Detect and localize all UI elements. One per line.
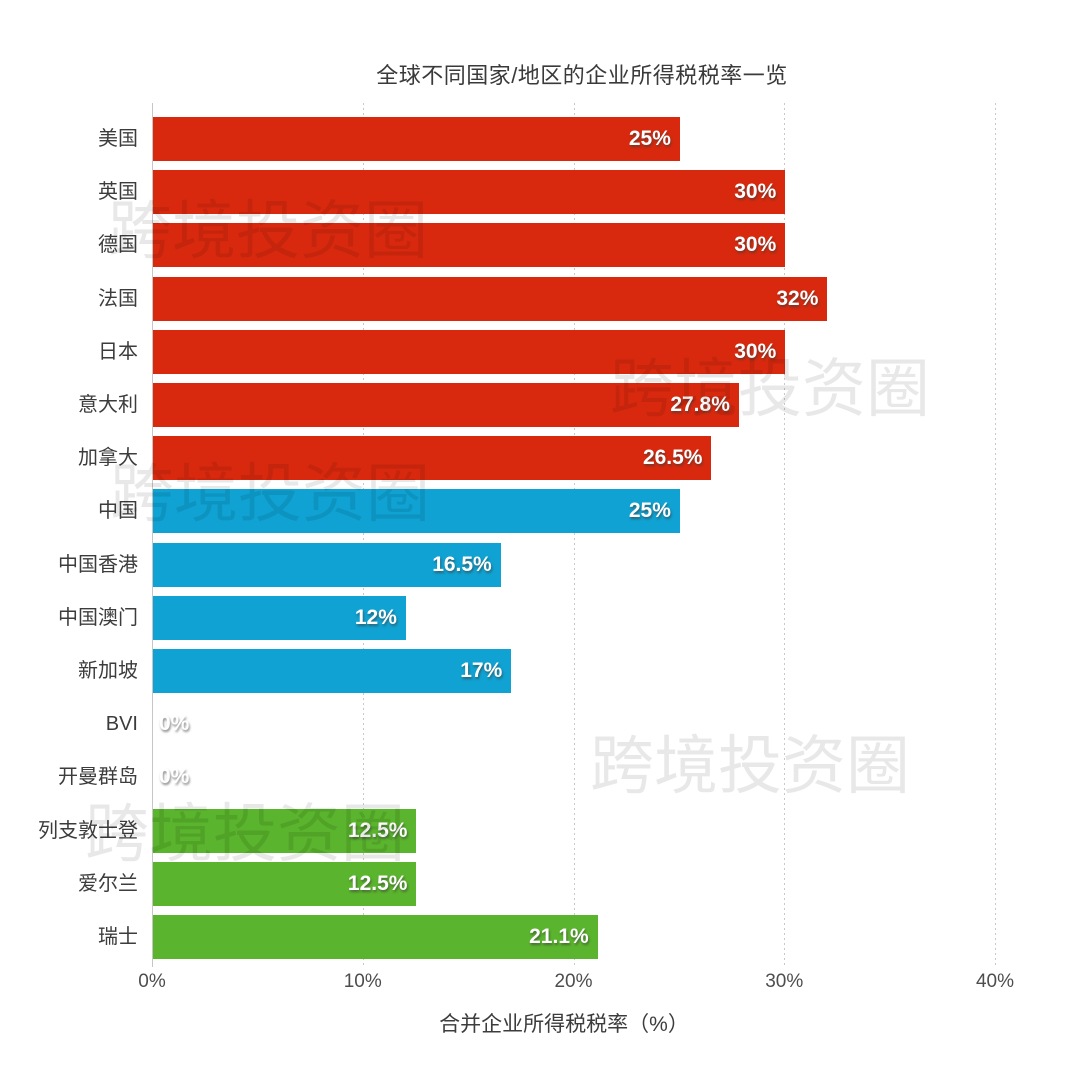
bar-value-label: 27.8%: [670, 393, 730, 416]
category-label: 日本: [98, 340, 138, 363]
x-axis-tick-labels: 0% 10% 20% 30% 40%: [0, 971, 1080, 997]
bar-value-label: 26.5%: [642, 446, 703, 470]
bar-row: 列支敦士登 12.5%: [38, 808, 1080, 853]
category-label: 中国: [98, 500, 138, 523]
category-label: 意大利: [78, 394, 138, 416]
bar: 17%: [153, 649, 512, 693]
bar-value-label: 25%: [628, 499, 671, 523]
bar-row: 意大利 27.8%: [78, 383, 1080, 427]
gridline: [573, 103, 575, 967]
bar-row: 中国香港 16.5%: [58, 542, 1080, 587]
bar-value-label: 21.1%: [529, 925, 589, 948]
bar-value-label: 0%: [159, 712, 190, 736]
bar-value-label: 30%: [734, 180, 777, 204]
bar: 21.1%: [153, 915, 598, 959]
y-axis-line: [152, 103, 153, 967]
bar-row: 瑞士 21.1%: [98, 915, 1080, 959]
bar-value-label: 16.5%: [432, 552, 492, 576]
bar-value-label: 30%: [734, 339, 777, 363]
bar-value-label: 17%: [460, 659, 503, 682]
bar-row: 日本 30%: [98, 329, 1080, 374]
bar: 26.5%: [153, 436, 712, 481]
bar: 30%: [153, 329, 786, 374]
gridline: [995, 103, 996, 967]
category-label: 美国: [98, 128, 138, 150]
bar-row: 英国 30%: [98, 170, 1080, 215]
bar-row: 开曼群岛 0%: [58, 755, 1080, 799]
bar-row: BVI 0%: [106, 702, 1080, 746]
category-label: 列支敦士登: [38, 819, 138, 842]
category-label: 德国: [98, 234, 138, 257]
x-axis-title: 合并企业所得税税率（%）: [439, 1013, 689, 1036]
category-label: 开曼群岛: [58, 766, 138, 789]
bar-row: 新加坡 17%: [78, 649, 1080, 693]
bar-value-label: 30%: [734, 233, 777, 257]
category-label: 英国: [98, 181, 138, 204]
category-label: 爱尔兰: [78, 872, 138, 895]
bar-row: 加拿大 26.5%: [78, 436, 1080, 481]
x-axis-tick-label: 20%: [554, 971, 593, 992]
bar: 12.5%: [153, 861, 417, 906]
x-axis-tick-label: 10%: [343, 971, 382, 992]
gridline: [784, 103, 786, 967]
bar-row: 美国 25%: [98, 117, 1080, 161]
bar-value-label: 25%: [628, 127, 671, 150]
bar-value-label: 12.5%: [347, 871, 408, 895]
category-label: 新加坡: [78, 660, 138, 682]
gridline: [362, 103, 364, 967]
category-label: 中国香港: [58, 553, 138, 576]
bar: 12%: [153, 595, 406, 640]
bar: 30%: [153, 223, 786, 268]
bar-value-label: 12%: [354, 605, 397, 629]
category-label: 中国澳门: [58, 606, 138, 629]
bar-row: 法国 32%: [98, 276, 1080, 321]
bar: 27.8%: [153, 383, 739, 427]
x-axis-tick-label: 40%: [975, 971, 1015, 992]
bar: 30%: [153, 170, 786, 215]
category-label: 加拿大: [78, 447, 138, 470]
bar-value-label: 12.5%: [347, 818, 408, 842]
bar-row: 德国 30%: [98, 223, 1080, 268]
bar: 32%: [153, 276, 828, 321]
bar: 25%: [153, 117, 680, 161]
bar: 16.5%: [153, 542, 501, 587]
x-axis-tick-label: 0%: [138, 971, 166, 992]
bar-row: 中国澳门 12%: [58, 595, 1080, 640]
bar-value-label: 0%: [159, 765, 190, 789]
plot-area: 美国 25% 英国 30% 德国 30% 法国 32% 日本 30% 意大利 27.8% 加拿大 26.5…: [38, 103, 1012, 967]
category-label: BVI: [105, 713, 138, 736]
bar-row: 中国 25%: [98, 489, 1080, 534]
chart-title: 全球不同国家/地区的企业所得税税率一览: [376, 63, 788, 88]
bar: 12.5%: [153, 808, 417, 853]
bar-row: 爱尔兰 12.5%: [78, 861, 1080, 906]
x-axis-tick-label: 30%: [765, 971, 804, 992]
category-label: 法国: [98, 287, 138, 310]
bar: 25%: [153, 489, 680, 534]
bar-value-label: 32%: [776, 286, 819, 310]
category-label: 瑞士: [98, 926, 138, 948]
